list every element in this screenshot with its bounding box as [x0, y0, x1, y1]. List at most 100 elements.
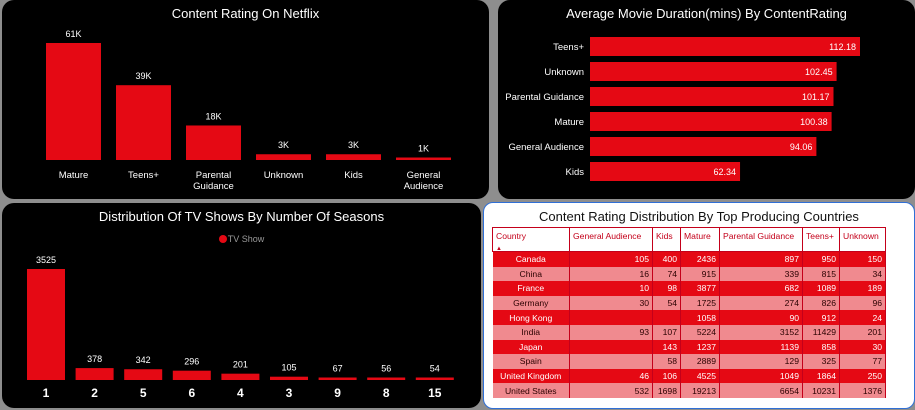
value-cell: 6654: [719, 383, 803, 398]
y-tick-label: Parental Guidance: [505, 92, 584, 103]
value-cell: 682: [719, 281, 803, 296]
x-tick-label: Audience: [404, 181, 444, 192]
country-cell: Hong Kong: [492, 310, 570, 325]
value-cell: [569, 354, 653, 369]
value-cell: 1864: [802, 368, 840, 384]
value-cell: 24: [839, 310, 886, 325]
table-row[interactable]: France 10 98 3877 682 1089 189: [492, 281, 886, 296]
value-cell: 93: [569, 324, 653, 340]
value-cell: 30: [839, 339, 886, 355]
avg-duration-title: Average Movie Duration(mins) By ContentR…: [566, 6, 847, 21]
season-bar-4: [221, 373, 260, 380]
legend-label: TV Show: [227, 234, 265, 244]
value-cell: 19213: [680, 383, 720, 398]
column-header-mature[interactable]: Mature: [680, 227, 720, 252]
value-cell: 1049: [719, 368, 803, 384]
country-cell: Germany: [492, 295, 570, 311]
season-value-label: 3525: [36, 255, 56, 265]
value-cell: 10231: [802, 383, 840, 398]
bar-value-label: 39K: [135, 71, 151, 81]
table-row[interactable]: United States 532 1698 19213 6654 10231 1376: [492, 383, 886, 398]
value-cell: 58: [652, 354, 681, 369]
hbar-value-label: 62.34: [714, 167, 737, 177]
value-cell: 274: [719, 295, 803, 311]
y-tick-label: Teens+: [553, 42, 584, 53]
country-rating-table: Country ▲ General Audience Kids Mature Parent…: [492, 227, 886, 398]
seasons-panel: Distribution Of TV Shows By Number Of Se…: [2, 203, 481, 408]
hbar-teens+: [590, 37, 860, 56]
hbar-value-label: 101.17: [802, 92, 830, 102]
seasons-legend[interactable]: TV Show: [2, 234, 481, 244]
season-value-label: 54: [430, 364, 440, 374]
value-cell: 11429: [802, 324, 840, 340]
column-header-label: Country: [496, 231, 527, 241]
table-row[interactable]: Japan 143 1237 1139 858 30: [492, 339, 886, 355]
table-row[interactable]: India 93 107 5224 3152 11429 201: [492, 324, 886, 340]
content-rating-title: Content Rating On Netflix: [171, 6, 320, 21]
x-tick-label: General: [407, 170, 441, 181]
value-cell: 34: [839, 266, 886, 282]
x-tick-label: 6: [188, 386, 195, 400]
value-cell: 1698: [652, 383, 681, 398]
season-bar-15: [415, 377, 454, 380]
sort-ascending-icon[interactable]: ▲: [496, 246, 502, 252]
value-cell: 1237: [680, 339, 720, 355]
season-bar-9: [318, 377, 357, 380]
table-row[interactable]: Germany 30 54 1725 274 826 96: [492, 295, 886, 311]
value-cell: 189: [839, 281, 886, 296]
season-bar-2: [75, 368, 114, 380]
bar-value-label: 1K: [418, 144, 429, 154]
content-rating-panel: Content Rating On Netflix 61K Mature 39K Te…: [2, 0, 489, 199]
column-header-country[interactable]: Country ▲: [492, 227, 570, 252]
column-header-unknown[interactable]: Unknown: [839, 227, 886, 252]
table-row[interactable]: Hong Kong 1058 90 912 24: [492, 310, 886, 325]
value-cell: 1725: [680, 295, 720, 311]
legend-dot-icon: [218, 235, 227, 243]
seasons-title: Distribution Of TV Shows By Number Of Se…: [98, 209, 385, 224]
x-tick-label: 15: [428, 386, 442, 400]
season-value-label: 105: [281, 363, 296, 373]
column-header-parental-guidance[interactable]: Parental Guidance: [719, 227, 803, 252]
table-row[interactable]: Spain 58 2889 129 325 77: [492, 354, 886, 369]
bar-mature: [46, 43, 101, 160]
column-header-label: Unknown: [843, 231, 879, 241]
value-cell: 1089: [802, 281, 840, 296]
season-value-label: 201: [233, 360, 248, 370]
column-header-general-audience[interactable]: General Audience: [569, 227, 653, 252]
season-value-label: 67: [333, 364, 343, 374]
table-row[interactable]: China 16 74 915 339 815 34: [492, 266, 886, 282]
value-cell: 532: [569, 383, 653, 398]
value-cell: 30: [569, 295, 653, 311]
season-bar-5: [124, 369, 163, 380]
country-cell: United States: [492, 383, 570, 398]
season-value-label: 378: [87, 354, 102, 364]
column-header-label: Teens+: [806, 231, 834, 241]
season-bar-6: [172, 370, 211, 380]
column-header-label: Mature: [684, 231, 711, 241]
bar-value-label: 3K: [348, 140, 359, 150]
value-cell: 4525: [680, 368, 720, 384]
bar-kids: [326, 154, 381, 160]
bar-parental-guidance: [186, 125, 241, 160]
value-cell: 143: [652, 339, 681, 355]
value-cell: 826: [802, 295, 840, 311]
country-cell: Spain: [492, 354, 570, 369]
bar-value-label: 61K: [65, 29, 81, 39]
value-cell: 90: [719, 310, 803, 325]
table-row[interactable]: Canada 105 400 2436 897 950 150: [492, 251, 886, 267]
table-body: Canada 105 400 2436 897 950 150 China 16 74 915 339…: [492, 251, 886, 398]
country-cell: United Kingdom: [492, 368, 570, 384]
column-header-kids[interactable]: Kids: [652, 227, 681, 252]
value-cell: 5224: [680, 324, 720, 340]
hbar-kids: [590, 162, 741, 181]
value-cell: [569, 310, 653, 325]
bar-value-label: 18K: [205, 111, 221, 121]
hbar-general-audience: [590, 137, 817, 156]
value-cell: 106: [652, 368, 681, 384]
x-tick-label: 4: [237, 386, 244, 400]
table-row[interactable]: United Kingdom 46 106 4525 1049 1864 250: [492, 368, 886, 384]
column-header-teens-[interactable]: Teens+: [802, 227, 840, 252]
x-tick-label: 8: [383, 386, 390, 400]
column-header-label: General Audience: [573, 231, 642, 241]
